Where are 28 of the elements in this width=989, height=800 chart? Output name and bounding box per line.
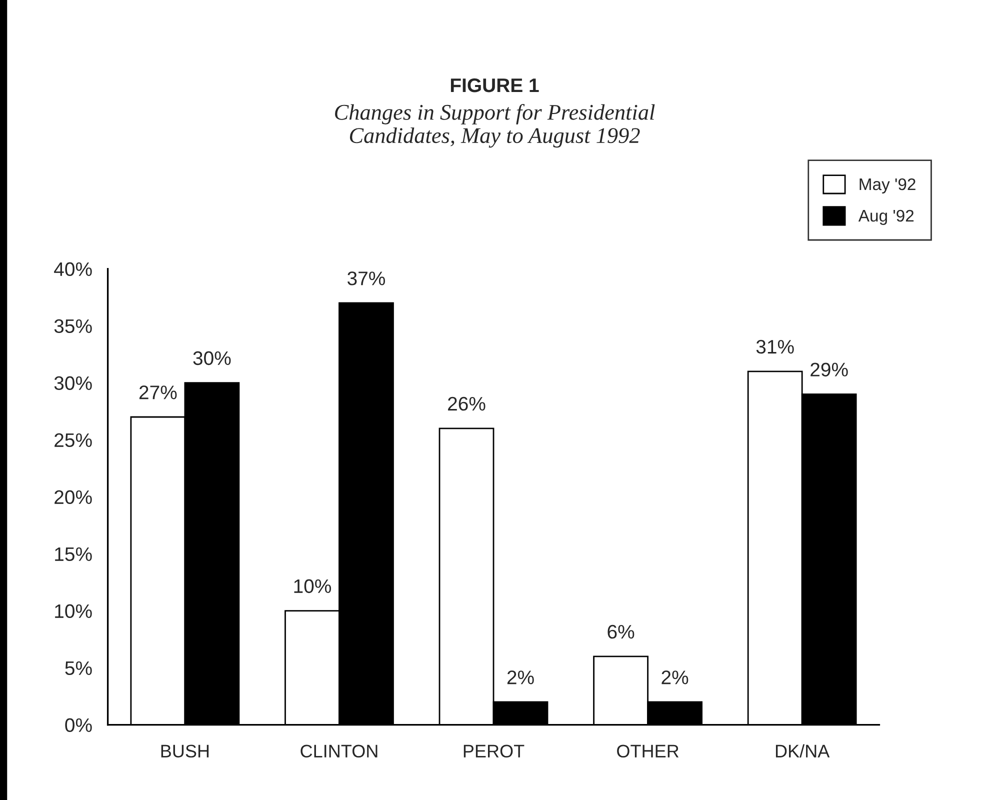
data-label: 10%	[294, 579, 331, 594]
x-tick-label: PEROT	[464, 744, 524, 758]
y-tick-label: 35%	[54, 319, 92, 334]
data-label: 26%	[448, 396, 486, 411]
data-label: 2%	[662, 670, 688, 684]
y-tick-label: 25%	[54, 433, 92, 448]
x-tick-label: CLINTON	[300, 744, 378, 758]
y-tick-label: 15%	[55, 547, 92, 562]
chart-subtitle: Changes in Support for Presidential Candidates, May to August 1992	[335, 104, 655, 148]
y-tick-label: 10%	[55, 604, 92, 618]
chart-title: FIGURE 1	[450, 78, 539, 92]
legend-label: May '92	[860, 178, 916, 194]
data-label: 29%	[810, 362, 848, 376]
y-tick-label: 40%	[54, 262, 92, 276]
data-label: 30%	[193, 351, 231, 366]
legend-label: Aug '92	[858, 210, 914, 225]
y-tick-label: 20%	[54, 490, 92, 504]
y-tick-label: 5%	[65, 661, 92, 676]
data-label: 6%	[608, 624, 634, 639]
data-label: 27%	[139, 386, 177, 400]
y-tick-label: 0%	[65, 718, 92, 732]
y-tick-label: 30%	[54, 376, 92, 390]
x-tick-label: BUSH	[161, 744, 209, 758]
data-label: 37%	[348, 272, 385, 286]
x-tick-label: DK/NA	[776, 744, 830, 758]
data-label: 2%	[507, 670, 534, 684]
x-tick-label: OTHER	[617, 744, 679, 758]
data-label: 31%	[756, 340, 794, 354]
